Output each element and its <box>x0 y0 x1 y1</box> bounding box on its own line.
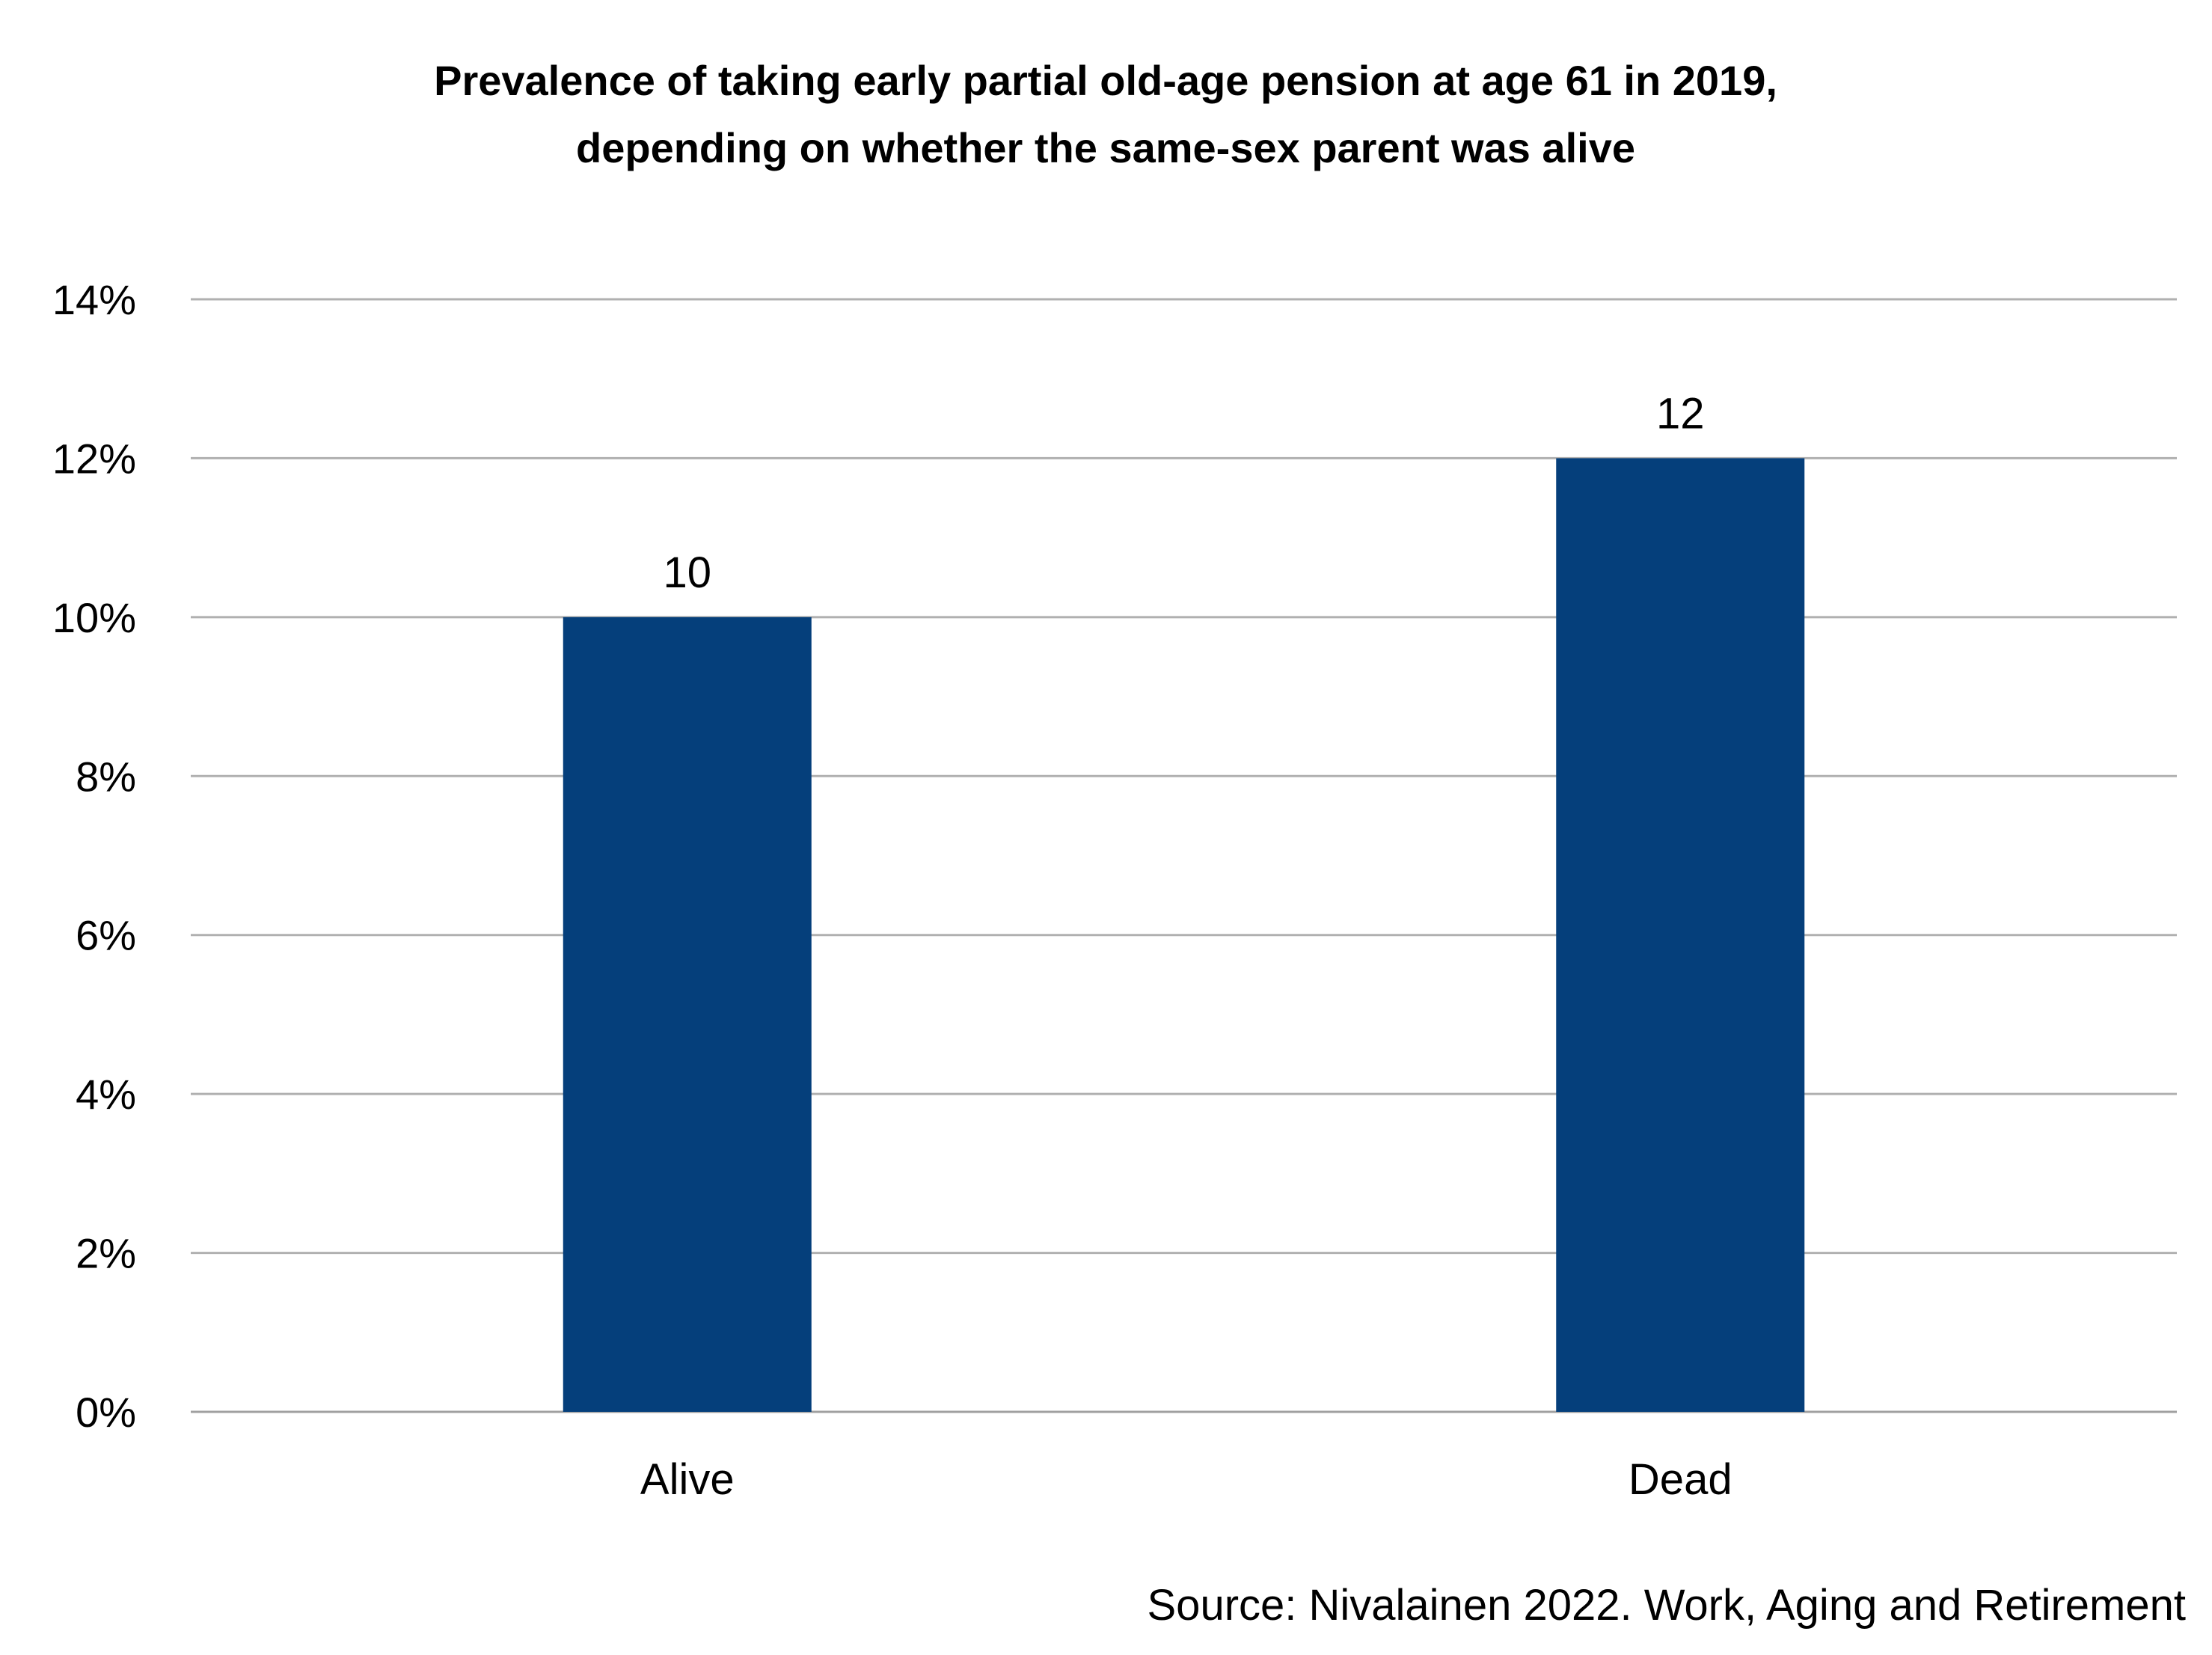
bar-alive <box>563 617 812 1412</box>
x-axis-categories: Alive Dead <box>640 1455 1732 1504</box>
category-label-alive: Alive <box>640 1455 735 1504</box>
y-tick-label-3: 6% <box>76 912 136 959</box>
data-label-dead: 12 <box>1656 389 1705 438</box>
data-labels: 10 12 <box>663 389 1704 596</box>
y-axis-ticks: 0% 2% 4% 6% 8% 10% 12% 14% <box>52 276 136 1436</box>
category-label-dead: Dead <box>1629 1455 1732 1504</box>
y-tick-label-7: 14% <box>52 276 136 323</box>
bars <box>563 458 1805 1412</box>
source-note: Source: Nivalainen 2022. Work, Aging and… <box>1148 1581 2187 1630</box>
data-label-alive: 10 <box>663 548 711 597</box>
y-tick-label-6: 12% <box>52 435 136 482</box>
bar-dead <box>1556 458 1805 1412</box>
gridlines <box>191 298 2177 1413</box>
y-tick-label-2: 4% <box>76 1071 136 1118</box>
y-tick-label-0: 0% <box>76 1389 136 1436</box>
chart-title-line-1: Prevalence of taking early partial old-a… <box>434 57 1777 104</box>
y-tick-label-5: 10% <box>52 594 136 641</box>
chart-title-line-2: depending on whether the same-sex parent… <box>576 124 1635 171</box>
y-tick-label-1: 2% <box>76 1230 136 1277</box>
y-tick-label-4: 8% <box>76 753 136 800</box>
